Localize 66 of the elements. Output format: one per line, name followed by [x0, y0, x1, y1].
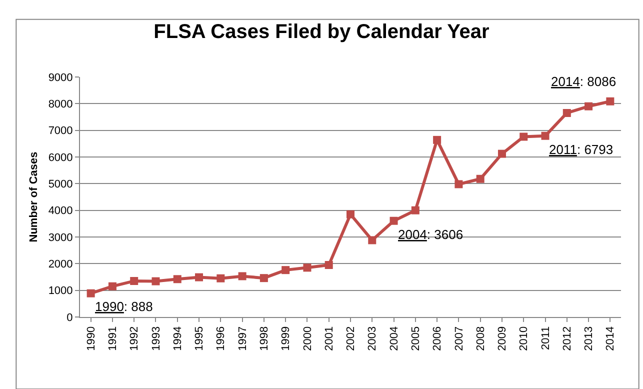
y-tick-label: 9000 — [48, 72, 73, 84]
point — [303, 264, 312, 272]
point — [152, 277, 160, 286]
x-tick-label: 1990 — [85, 326, 98, 351]
point — [173, 275, 182, 284]
point — [476, 174, 484, 183]
x-tick-label: 2013 — [583, 326, 596, 351]
point — [454, 180, 463, 188]
point — [606, 97, 614, 106]
point — [282, 266, 290, 274]
y-tick-label: 8000 — [48, 98, 73, 111]
y-tick-label: 2000 — [48, 258, 73, 271]
point — [86, 289, 95, 298]
annotation: 2004: 3606 — [398, 227, 464, 242]
x-tick-label: 2006 — [432, 326, 444, 351]
point — [390, 216, 398, 225]
y-tick-label: 1000 — [48, 285, 73, 298]
point — [520, 132, 528, 141]
x-tick-label: 1996 — [215, 326, 228, 351]
x-tick-label: 1998 — [258, 326, 271, 351]
point — [130, 277, 138, 285]
y-tick-label: 0 — [66, 312, 73, 324]
point — [541, 132, 550, 140]
point — [195, 273, 204, 282]
x-tick-label: 1999 — [280, 326, 292, 351]
annotation: 1990: 888 — [95, 299, 153, 314]
point — [433, 136, 442, 144]
point — [368, 236, 376, 244]
x-tick-label: 1993 — [150, 326, 162, 351]
point — [498, 150, 506, 158]
point — [346, 210, 354, 218]
x-tick-label: 1992 — [128, 326, 141, 351]
y-tick-label: 7000 — [48, 125, 73, 138]
x-tick-label: 1994 — [172, 326, 184, 351]
x-tick-label: 2001 — [323, 326, 336, 351]
x-tick-label: 2007 — [453, 326, 466, 351]
point — [238, 272, 246, 280]
chart-title: FLSA Cases Filed by Calendar Year — [154, 21, 490, 44]
point — [584, 102, 593, 110]
annotation: 2014: 8086 — [551, 74, 616, 89]
x-tick-label: 2002 — [345, 326, 358, 351]
x-tick-label: 2003 — [366, 326, 379, 351]
point — [562, 109, 571, 117]
x-tick-label: 2000 — [302, 326, 314, 351]
point — [260, 274, 268, 282]
y-tick-label: 3000 — [48, 232, 73, 244]
point — [108, 282, 116, 290]
x-tick-label: 2014 — [604, 326, 617, 351]
y-tick-label: 4000 — [48, 205, 73, 218]
x-tick-label: 2004 — [388, 326, 400, 351]
x-tick-label: 2012 — [561, 326, 574, 351]
x-tick-label: 1997 — [236, 326, 249, 351]
y-tick-label: 6000 — [48, 152, 73, 164]
x-tick-label: 2011 — [540, 326, 552, 350]
x-tick-label: 2008 — [474, 326, 487, 351]
x-tick-label: 2005 — [410, 326, 422, 351]
annotation: 2011: 6793 — [549, 142, 614, 157]
x-tick-label: 1991 — [107, 326, 120, 351]
y-axis-title: Number of Cases — [28, 152, 40, 242]
x-tick-label: 1995 — [194, 326, 206, 351]
x-tick-label: 2009 — [496, 326, 509, 351]
point — [324, 261, 333, 269]
point — [216, 274, 225, 282]
x-tick-label: 2010 — [518, 326, 530, 351]
y-tick-label: 5000 — [48, 178, 73, 191]
point — [411, 206, 420, 214]
